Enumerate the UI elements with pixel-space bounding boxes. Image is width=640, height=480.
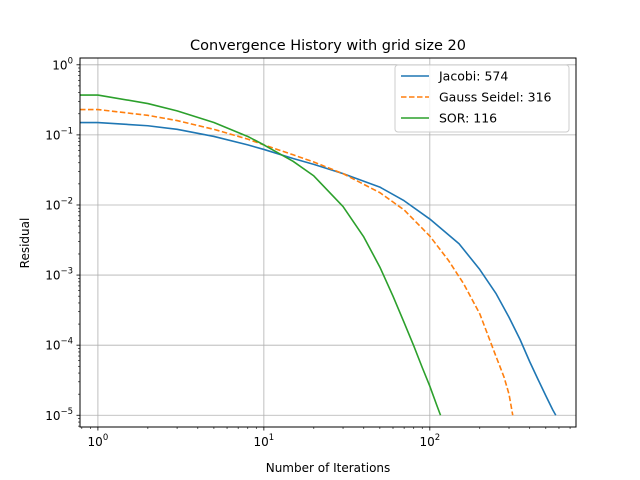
y-tick-label: 10−2	[45, 196, 73, 212]
series-line-2	[80, 94, 442, 416]
y-tick-label: 10−3	[45, 267, 73, 283]
series-lines	[80, 94, 557, 416]
y-tick-label: 10−5	[45, 407, 73, 423]
series-line-0	[80, 121, 557, 416]
legend-label-1: Gauss Seidel: 316	[439, 90, 552, 105]
x-tick-label: 101	[254, 433, 275, 449]
chart-title: Convergence History with grid size 20	[190, 38, 466, 54]
series-line-1	[80, 108, 514, 416]
y-axis-title: Residual	[18, 218, 32, 269]
legend: Jacobi: 574 Gauss Seidel: 316 SOR: 116	[394, 64, 570, 133]
x-axis-title: Number of Iterations	[266, 461, 391, 475]
y-tick-label: 10−1	[45, 126, 73, 142]
axis-ticks: 100 101 102 100 10−1 10−2 10−3 10−4 10−5	[45, 56, 571, 449]
legend-label-2: SOR: 116	[439, 111, 497, 126]
y-tick-label: 100	[52, 56, 73, 72]
legend-label-0: Jacobi: 574	[438, 69, 508, 84]
x-tick-label: 102	[419, 433, 440, 449]
x-tick-label: 100	[88, 433, 109, 449]
plot-frame	[79, 57, 577, 428]
y-tick-label: 10−4	[45, 337, 73, 353]
legend-box	[394, 64, 570, 133]
